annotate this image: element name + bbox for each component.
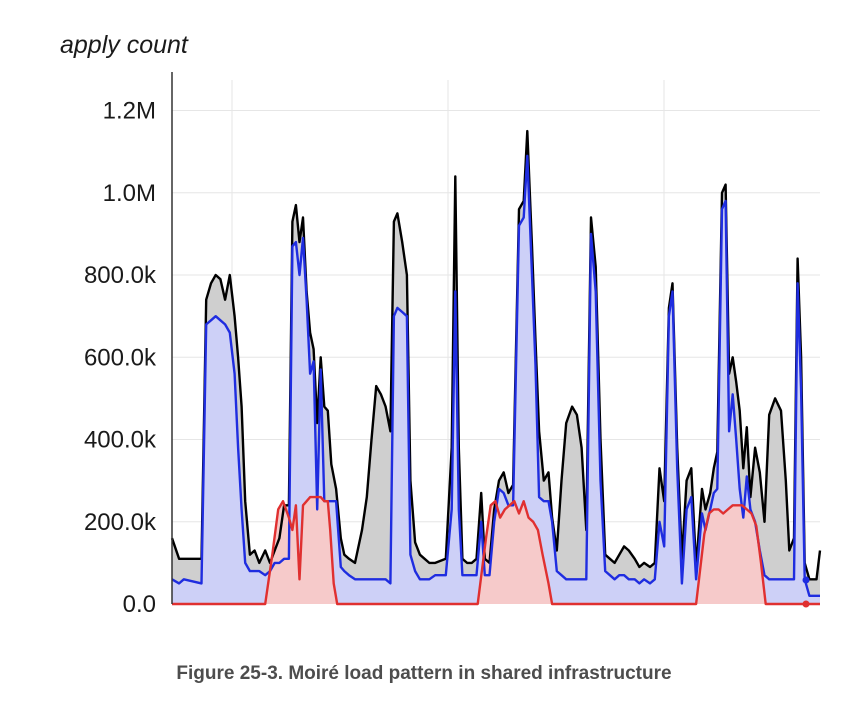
series-line-3 [172,495,820,606]
y-axis-title: apply count [60,31,189,59]
y-tick-labels: 0.0 200.0k 400.0k 600.0k 800.0k 1.0M 1.2M [84,98,157,618]
series-end-marker [802,576,810,584]
y-tick-label: 600.0k [84,344,157,371]
series-area-1 [172,131,820,604]
grid-lines [172,80,820,604]
y-tick-label: 400.0k [84,427,157,454]
series-area-3 [172,497,820,604]
y-tick-label: 200.0k [84,509,157,536]
y-tick-label: 800.0k [84,262,157,289]
figure-caption: Figure 25-3. Moiré load pattern in share… [176,663,672,684]
y-tick-label: 0.0 [123,591,156,618]
y-tick-label: 1.0M [103,180,156,207]
series-lines [170,129,822,608]
series-line-2 [171,154,820,597]
series-end-marker [802,600,810,608]
chart: 0.0 200.0k 400.0k 600.0k 800.0k 1.0M 1.2M appl… [60,31,822,618]
y-tick-label: 1.2M [103,98,156,125]
